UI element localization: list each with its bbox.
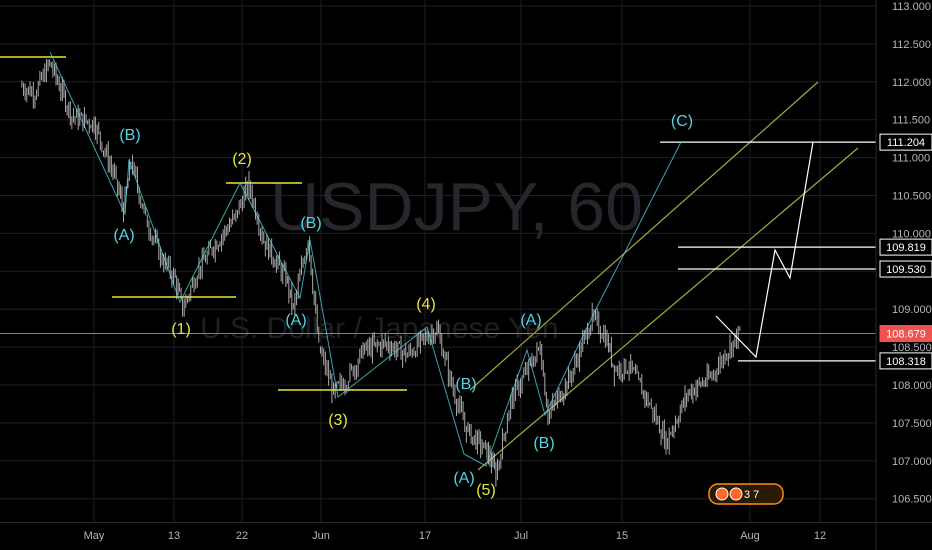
wave-label: (C): [671, 113, 693, 130]
price-axis-tag-label: 111.204: [887, 137, 925, 149]
price-tick-label: 111.500: [892, 115, 930, 127]
time-tick-label: 13: [168, 530, 180, 542]
wave-label: (3): [328, 412, 348, 429]
price-tick-label: 111.000: [892, 153, 930, 165]
price-tick-label: 112.000: [892, 77, 931, 89]
price-tick-label: 108.500: [892, 342, 932, 354]
channel-upper-line[interactable]: [469, 81, 819, 391]
price-axis-tag: [879, 238, 932, 256]
price-tick-label: 108.000: [892, 380, 932, 392]
watermark-description: U.S. Dollar / Japanese Yen: [200, 312, 559, 345]
wave-label: (1): [171, 321, 191, 338]
price-axis[interactable]: 113.000 112.500 112.000 111.500 111.000 110.5…: [875, 0, 932, 550]
price-tick-label: 113.000: [892, 1, 931, 13]
time-tick-label: 12: [814, 530, 826, 542]
wave-count-path[interactable]: [49, 51, 682, 467]
price-axis-tag-label: 109.819: [886, 242, 926, 254]
price-axis-tag: [879, 133, 932, 151]
wave-label: (A): [113, 227, 134, 244]
wave-label: (A): [285, 312, 306, 329]
price-tick-label: 110.500: [892, 191, 931, 203]
time-tick-label: Aug: [740, 530, 760, 542]
symbol-watermark: USDJPY, 60 U.S. Dollar / Japanese Yen: [200, 169, 643, 345]
wave-label: (A): [520, 312, 541, 329]
event-badge[interactable]: 3 7: [708, 483, 784, 505]
badge-frame: [708, 483, 784, 505]
time-axis[interactable]: May 13 22 Jun 17 Jul 15 Aug 12: [0, 522, 932, 543]
wave-label: (4): [416, 296, 436, 313]
price-tick-label: 107.000: [892, 456, 932, 468]
price-tick-label: 112.500: [892, 39, 931, 51]
time-tick-label: May: [84, 530, 105, 542]
wave-drawings[interactable]: [49, 51, 814, 467]
wave-label: (5): [476, 482, 496, 499]
wave-label: (B): [300, 215, 321, 232]
badge-count: 3 7: [744, 489, 759, 501]
price-axis-tag-label: 108.318: [886, 356, 926, 368]
wave-label: (B): [455, 376, 476, 393]
price-axis-tag-label: 108.679: [886, 329, 926, 341]
time-tick-label: 15: [616, 530, 628, 542]
wave-label: (B): [533, 435, 554, 452]
price-axis-tag: [879, 260, 932, 278]
wave-labels: (B)(A)(1)(2)(B)(A)(3)(4)(B)(A)(5)(A)(B)(…: [113, 113, 693, 499]
channel-lower-line[interactable]: [477, 147, 859, 471]
projection-path[interactable]: [715, 141, 814, 359]
time-tick-label: 22: [236, 530, 248, 542]
wave-label: (2): [232, 151, 252, 168]
price-axis-tag: [879, 325, 932, 343]
watermark-symbol: USDJPY, 60: [270, 169, 643, 245]
price-candles: [21, 58, 741, 487]
event-flag-icon: [729, 487, 743, 501]
event-flag-icon: [715, 487, 729, 501]
price-axis-tag: [879, 352, 932, 370]
wave-label: (A): [453, 470, 474, 487]
wave-label: (B): [119, 127, 140, 144]
time-tick-label: Jun: [312, 530, 330, 542]
price-tick-label: 109.000: [892, 304, 932, 316]
time-tick-label: 17: [419, 530, 431, 542]
time-tick-label: Jul: [514, 530, 528, 542]
price-axis-tag-label: 109.530: [886, 264, 926, 276]
price-tick-label: 106.500: [892, 494, 932, 506]
drawing-tools[interactable]: [0, 56, 876, 471]
price-tick-label: 110.000: [892, 228, 931, 240]
price-tick-label: 107.500: [892, 418, 932, 430]
